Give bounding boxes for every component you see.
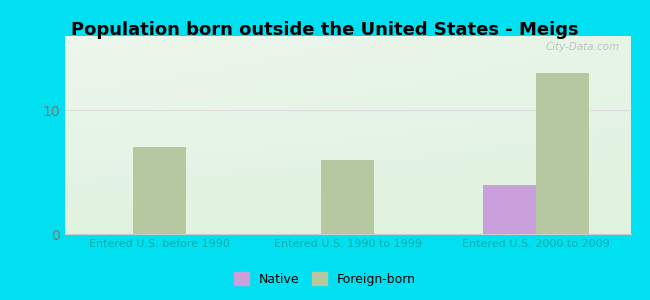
Legend: Native, Foreign-born: Native, Foreign-born [229,267,421,291]
Text: Population born outside the United States - Meigs: Population born outside the United State… [72,21,578,39]
Bar [133,147,186,234]
Text: City-Data.com: City-Data.com [545,42,619,52]
Bar [321,160,374,234]
Bar [484,184,536,234]
Bar [536,73,589,234]
